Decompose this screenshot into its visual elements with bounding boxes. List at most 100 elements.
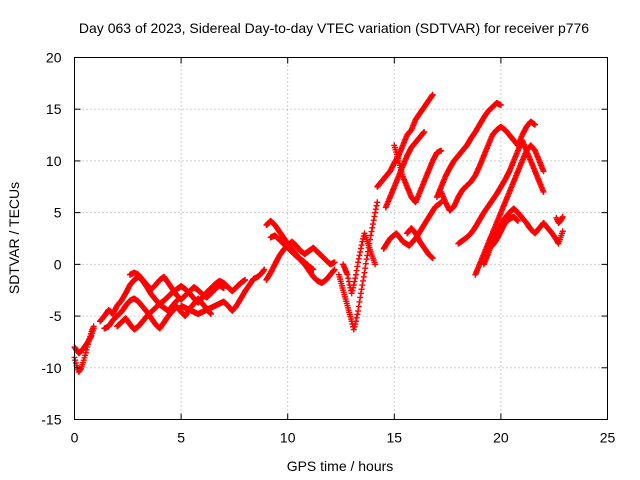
- data-point: [354, 311, 361, 318]
- data-point: [358, 286, 365, 293]
- data-series: [114, 276, 249, 333]
- data-point: [352, 271, 359, 278]
- data-point: [345, 275, 352, 282]
- data-series: [540, 219, 566, 247]
- data-point: [360, 277, 367, 284]
- data-point: [370, 217, 377, 224]
- data-point: [358, 242, 365, 249]
- plot-frame: [74, 57, 608, 420]
- y-axis-label: SDTVAR / TECUs: [6, 182, 22, 294]
- data-point: [372, 261, 379, 268]
- data-point: [540, 168, 547, 175]
- data-series: [267, 232, 317, 273]
- data-point: [359, 282, 366, 289]
- data-point: [368, 228, 375, 235]
- data-point: [421, 128, 428, 135]
- data-point: [353, 314, 360, 321]
- data-point: [429, 255, 436, 262]
- data-point: [90, 325, 97, 332]
- data-point: [363, 256, 370, 263]
- data-point: [207, 311, 214, 318]
- data-point: [82, 349, 89, 356]
- data-point: [514, 217, 521, 224]
- x-tick-label: 10: [280, 430, 296, 446]
- data-point: [345, 278, 352, 285]
- data-point: [355, 255, 362, 262]
- data-point: [360, 273, 367, 280]
- data-point: [559, 213, 566, 220]
- y-tick-label: -5: [49, 308, 62, 324]
- data-points: [71, 91, 566, 375]
- data-point: [354, 263, 361, 270]
- data-point: [352, 275, 359, 282]
- data-point: [559, 228, 566, 235]
- y-tick-label: 5: [54, 205, 62, 221]
- data-point: [242, 276, 249, 283]
- data-series: [438, 118, 539, 214]
- data-point: [438, 147, 445, 154]
- data-point: [357, 248, 364, 255]
- data-point: [372, 206, 379, 213]
- data-point: [497, 102, 504, 109]
- data-series: [382, 128, 428, 211]
- x-tick-label: 25: [600, 430, 616, 446]
- data-series: [178, 266, 268, 318]
- data-point: [331, 266, 338, 273]
- data-point: [355, 259, 362, 266]
- data-point: [369, 224, 376, 231]
- axis-ticks: 0 5 10 15 20 25 -15 -10 -5 0 5 10 15 20: [41, 50, 615, 446]
- data-point: [350, 282, 357, 289]
- data-point: [260, 267, 267, 274]
- data-point: [348, 290, 355, 297]
- data-point: [373, 202, 380, 209]
- data-point: [344, 271, 351, 278]
- data-point: [540, 188, 547, 195]
- data-point: [261, 266, 268, 273]
- y-tick-label: 0: [54, 256, 62, 272]
- data-point: [350, 284, 357, 291]
- data-point: [374, 199, 381, 206]
- y-tick-label: 15: [46, 101, 62, 117]
- data-point: [82, 352, 89, 359]
- data-point: [331, 259, 338, 266]
- data-point: [367, 232, 374, 239]
- data-point: [362, 260, 369, 267]
- data-point: [532, 121, 539, 128]
- data-series: [553, 213, 566, 226]
- data-point: [429, 91, 436, 98]
- data-series: [455, 137, 547, 247]
- y-tick-label: -15: [41, 412, 61, 428]
- data-point: [310, 266, 317, 273]
- data-point: [356, 252, 363, 259]
- data-series: [404, 225, 436, 262]
- data-point: [72, 357, 79, 364]
- data-point: [369, 221, 376, 228]
- data-point: [353, 267, 360, 274]
- data-point: [351, 278, 358, 285]
- x-tick-label: 20: [493, 430, 509, 446]
- y-tick-label: -10: [41, 360, 61, 376]
- data-series: [489, 213, 521, 249]
- data-point: [357, 290, 364, 297]
- chart-title: Day 063 of 2023, Sidereal Day-to-day VTE…: [79, 20, 589, 36]
- x-tick-label: 5: [177, 430, 185, 446]
- data-point: [356, 298, 363, 305]
- data-point: [357, 245, 364, 252]
- data-point: [371, 213, 378, 220]
- data-series: [374, 91, 436, 190]
- data-point: [352, 318, 359, 325]
- x-tick-label: 15: [387, 430, 403, 446]
- data-series: [433, 100, 504, 201]
- data-point: [349, 287, 356, 294]
- data-point: [350, 326, 357, 333]
- data-series: [340, 230, 379, 297]
- x-axis-label: GPS time / hours: [287, 458, 394, 474]
- data-series: [380, 199, 445, 252]
- data-series: [71, 325, 97, 357]
- data-point: [357, 294, 364, 301]
- data-point: [372, 209, 379, 216]
- data-point: [361, 269, 368, 276]
- gridlines: [74, 57, 608, 420]
- data-point: [72, 359, 79, 366]
